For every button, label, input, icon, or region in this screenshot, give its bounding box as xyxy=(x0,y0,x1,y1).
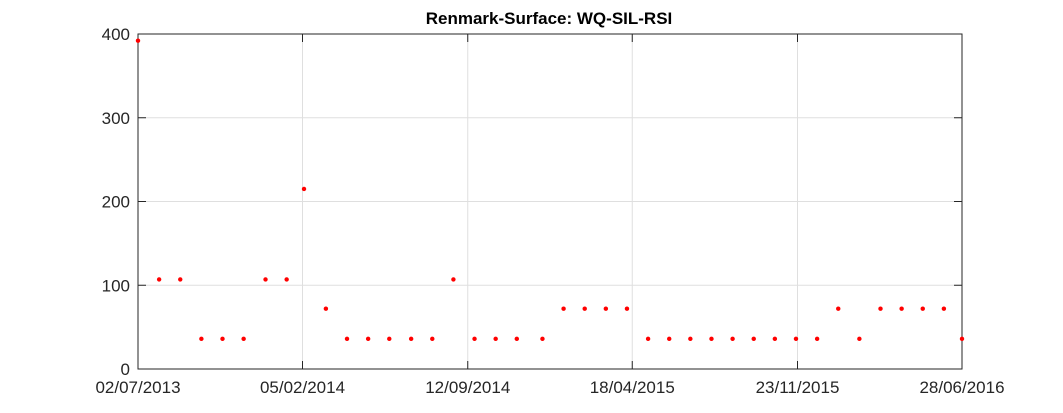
x-axis: 02/07/2013 05/02/2014 12/09/2014 18/04/2015… xyxy=(95,34,1005,397)
data-point xyxy=(430,336,435,342)
x-tick-label: 23/11/2015 xyxy=(756,378,840,397)
data-point xyxy=(156,277,162,282)
x-tick-label: 05/02/2014 xyxy=(260,378,345,397)
chart-title: Renmark-Surface: WQ-SIL-RSI xyxy=(426,9,673,28)
data-point xyxy=(645,336,651,342)
data-point xyxy=(472,336,477,342)
y-tick-label: 200 xyxy=(102,193,130,212)
data-point xyxy=(941,306,947,311)
y-axis: 0 100 200 300 400 xyxy=(102,25,962,379)
data-point xyxy=(241,336,246,342)
data-point xyxy=(135,38,141,43)
data-point xyxy=(365,336,371,342)
data-point xyxy=(709,336,714,342)
data-point xyxy=(178,277,183,282)
data-point xyxy=(199,336,204,342)
data-point xyxy=(408,336,414,342)
x-tick-label: 28/06/2016 xyxy=(919,378,1004,397)
y-tick-label: 0 xyxy=(121,360,130,379)
data-point xyxy=(772,336,778,342)
data-point xyxy=(540,336,545,342)
data-point xyxy=(561,306,566,311)
grid-lines xyxy=(137,33,963,370)
data-point xyxy=(220,336,225,342)
x-tick-label: 12/09/2014 xyxy=(425,378,510,397)
x-tick-label: 18/04/2015 xyxy=(590,378,675,397)
data-point xyxy=(451,277,456,282)
data-point xyxy=(751,336,756,342)
data-point xyxy=(836,306,841,311)
data-point xyxy=(899,306,904,311)
data-point xyxy=(920,306,925,311)
data-point xyxy=(624,306,630,311)
data-point xyxy=(730,336,735,342)
data-point xyxy=(284,277,289,282)
data-point xyxy=(344,336,350,342)
data-point xyxy=(582,306,587,311)
y-tick-label: 400 xyxy=(102,25,130,44)
data-point xyxy=(603,306,609,311)
data-point xyxy=(814,336,820,342)
data-point xyxy=(959,336,965,342)
data-point xyxy=(857,336,862,342)
data-point xyxy=(263,277,268,282)
data-points xyxy=(135,38,965,342)
data-point xyxy=(301,186,307,192)
x-tick-label: 02/07/2013 xyxy=(95,378,180,397)
data-point xyxy=(688,336,693,342)
data-point xyxy=(793,336,799,342)
data-point xyxy=(323,306,329,311)
data-point xyxy=(878,306,883,311)
data-point xyxy=(514,336,519,342)
data-point xyxy=(387,336,392,342)
data-point xyxy=(667,336,672,342)
data-point xyxy=(493,336,498,342)
y-tick-label: 300 xyxy=(102,109,130,128)
y-tick-label: 100 xyxy=(102,276,130,295)
